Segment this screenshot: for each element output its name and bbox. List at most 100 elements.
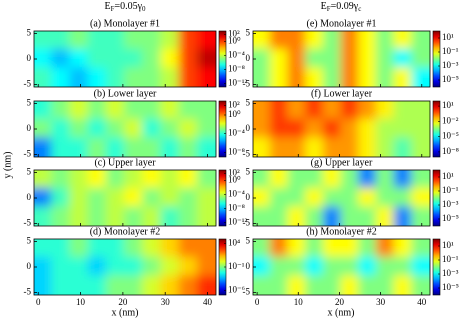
heat-cell <box>375 239 396 259</box>
colorbar <box>432 100 441 158</box>
heat-cell <box>253 256 272 278</box>
heatmap-cells <box>34 239 216 295</box>
heat-cell <box>393 31 414 51</box>
heat-cell <box>124 31 145 51</box>
heat-cell <box>160 101 181 121</box>
x-axis-label: x (nm) <box>112 307 139 318</box>
heat-cell <box>105 48 126 70</box>
y-tick-label: 0 <box>246 192 251 202</box>
heat-cell <box>287 67 308 87</box>
heat-cell <box>69 48 90 70</box>
heat-cell <box>160 275 181 295</box>
heat-cell <box>142 206 163 226</box>
heat-cell <box>322 101 343 121</box>
heat-cell <box>34 187 54 209</box>
colorbar-tick-label: 10⁻⁵ <box>442 282 459 292</box>
colorbar <box>432 30 441 88</box>
heat-cell <box>34 48 54 70</box>
heat-cell <box>393 256 414 278</box>
heat-cell <box>253 118 272 140</box>
heat-cell <box>160 256 181 278</box>
heatmap-cells <box>253 170 430 226</box>
heat-cell <box>178 239 199 259</box>
heat-cell <box>87 118 108 140</box>
colorbar-tick-label: 10⁻⁵ <box>442 131 459 141</box>
heat-cell <box>340 31 361 51</box>
heat-cell <box>51 31 72 51</box>
heat-cell <box>105 187 126 209</box>
heat-cell <box>287 275 308 295</box>
heat-cell <box>196 101 216 121</box>
heat-cell <box>340 137 361 157</box>
heat-cell <box>124 48 145 70</box>
heat-cell <box>411 239 430 259</box>
heat-cell <box>69 256 90 278</box>
panel-title: (d) Monolayer #2 <box>90 226 161 237</box>
heatmap-cells <box>34 101 216 157</box>
heatmap <box>253 31 430 87</box>
heat-cell <box>160 31 181 51</box>
colorbar-tick-label: 10¹ <box>442 171 454 181</box>
heat-cell <box>124 118 145 140</box>
heat-cell <box>393 101 414 121</box>
heat-cell <box>393 206 414 226</box>
heat-cell <box>87 170 108 190</box>
colorbar-tick-label: 10⁻³ <box>442 199 459 209</box>
heatmap <box>34 101 216 157</box>
heat-cell <box>34 101 54 121</box>
heatmap <box>253 170 430 226</box>
heat-cell <box>69 118 90 140</box>
heat-cell <box>142 137 163 157</box>
heat-cell <box>124 137 145 157</box>
heat-cell <box>196 170 216 190</box>
heatmap <box>34 170 216 226</box>
heat-cell <box>51 206 72 226</box>
heat-cell <box>87 137 108 157</box>
heat-cell <box>358 101 378 121</box>
heat-cell <box>322 118 343 140</box>
colorbar-tick-label: 10⁻⁵ <box>442 213 459 223</box>
x-tick-label: 10 <box>76 297 86 307</box>
colorbar-tick-label: 10⁻⁸ <box>442 146 459 156</box>
heat-cell <box>124 256 145 278</box>
heat-cell <box>51 239 72 259</box>
heat-cell <box>178 206 199 226</box>
heat-cell <box>105 101 126 121</box>
heatmap-cells <box>253 31 430 87</box>
heat-cell <box>87 239 108 259</box>
column-title: EF=0.05γ0 <box>104 1 146 12</box>
heat-cell <box>375 31 396 51</box>
heat-cell <box>196 187 216 209</box>
colorbar-tick-label: 10⁰ <box>228 36 241 46</box>
y-tick-label: 5 <box>246 167 251 177</box>
y-tick-label: 0 <box>246 123 251 133</box>
heat-cell <box>87 187 108 209</box>
heat-cell <box>87 256 108 278</box>
x-tick-label: 30 <box>161 297 171 307</box>
heat-cell <box>322 256 343 278</box>
heat-cell <box>411 170 430 190</box>
heat-cell <box>358 275 378 295</box>
heat-cell <box>305 275 325 295</box>
heat-cell <box>124 275 145 295</box>
heat-cell <box>322 206 343 226</box>
heat-cell <box>393 239 414 259</box>
heat-cell <box>160 170 181 190</box>
heatmap-cells <box>34 31 216 87</box>
heat-cell <box>340 256 361 278</box>
heat-cell <box>358 170 378 190</box>
heat-cell <box>34 206 54 226</box>
heat-cell <box>411 187 430 209</box>
heat-cell <box>142 101 163 121</box>
colorbar-tick-label: 10⁻¹ <box>442 46 459 56</box>
colorbar-tick-label: 10⁻³ <box>442 268 459 278</box>
heat-cell <box>196 206 216 226</box>
heat-cell <box>124 170 145 190</box>
colorbar-tick-label: 10⁰ <box>228 175 241 185</box>
heat-cell <box>411 67 430 87</box>
heat-cell <box>358 31 378 51</box>
y-tick-label: 0 <box>27 192 32 202</box>
y-tick-label: 5 <box>246 236 251 246</box>
